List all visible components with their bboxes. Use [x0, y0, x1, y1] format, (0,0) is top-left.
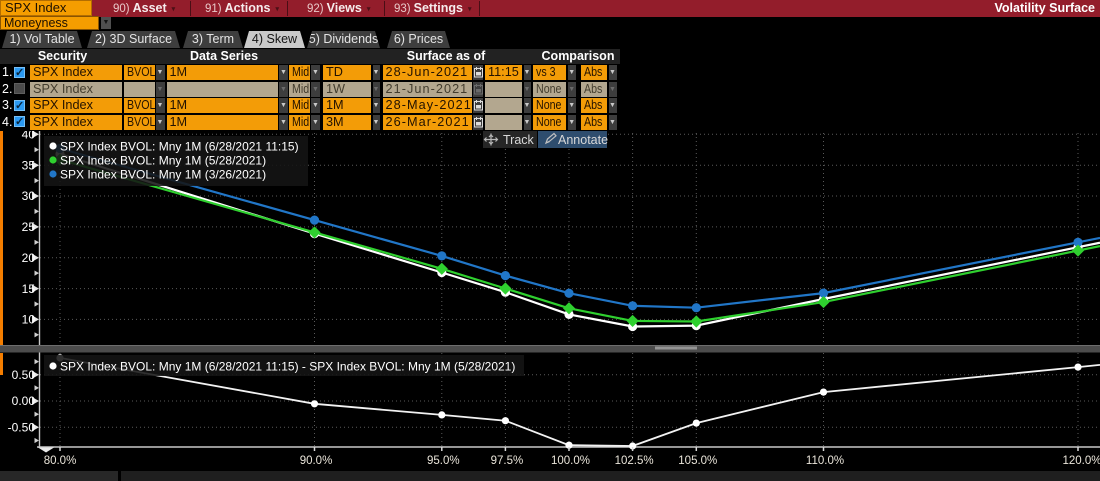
svg-text:20: 20: [22, 251, 36, 265]
svg-text:105.0%: 105.0%: [678, 455, 717, 467]
svg-text:25: 25: [22, 220, 36, 234]
svg-text:80.0%: 80.0%: [44, 455, 77, 467]
svg-text:120.0%: 120.0%: [1062, 455, 1100, 467]
svg-text:15: 15: [22, 282, 36, 296]
svg-text:30: 30: [22, 189, 36, 203]
svg-text:95.0%: 95.0%: [427, 455, 460, 467]
svg-text:10: 10: [22, 313, 36, 327]
svg-text:SPX Index BVOL: Mny 1M (3/26/2: SPX Index BVOL: Mny 1M (3/26/2021): [60, 168, 266, 182]
svg-text:100.0%: 100.0%: [551, 455, 590, 467]
svg-text:0.00: 0.00: [12, 394, 36, 408]
svg-text:0.50: 0.50: [12, 368, 36, 382]
svg-text:35: 35: [22, 158, 36, 172]
svg-text:40: 40: [22, 131, 36, 142]
svg-text:-0.50: -0.50: [8, 421, 36, 435]
svg-text:SPX Index BVOL: Mny 1M (5/28/2: SPX Index BVOL: Mny 1M (5/28/2021): [60, 154, 266, 168]
svg-text:110.0%: 110.0%: [806, 455, 844, 467]
svg-text:Annotate: Annotate: [558, 133, 608, 147]
svg-text:102.5%: 102.5%: [615, 455, 654, 467]
svg-text:97.5%: 97.5%: [491, 455, 524, 467]
svg-text:SPX Index BVOL: Mny 1M (6/28/2: SPX Index BVOL: Mny 1M (6/28/2021 11:15)…: [60, 360, 515, 374]
svg-text:90.0%: 90.0%: [300, 455, 333, 467]
svg-text:SPX Index BVOL: Mny 1M (6/28/2: SPX Index BVOL: Mny 1M (6/28/2021 11:15): [60, 140, 299, 154]
svg-text:Track: Track: [503, 133, 535, 147]
